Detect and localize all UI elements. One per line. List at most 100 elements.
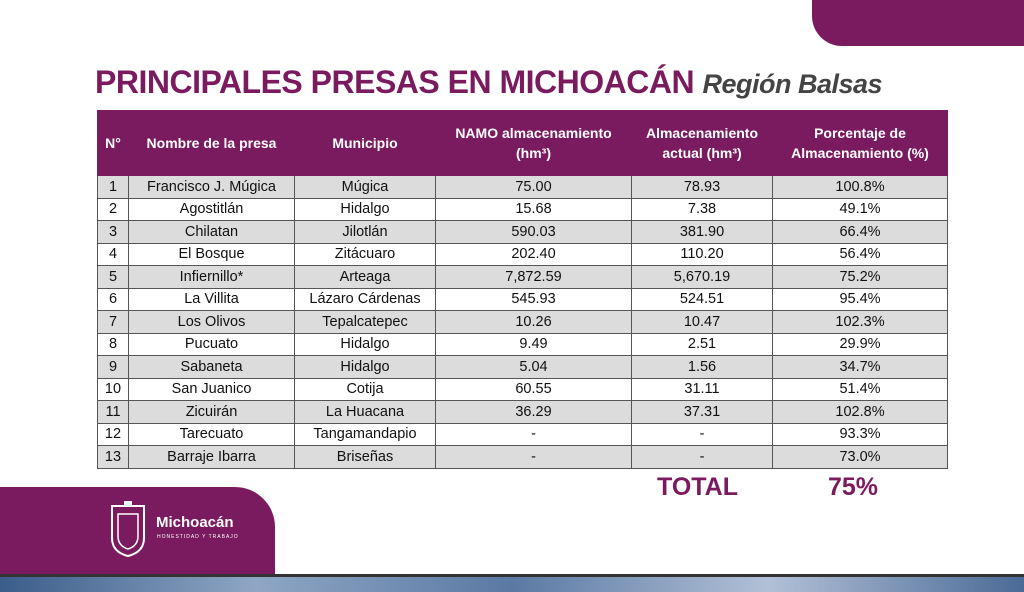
- subtitle: Región Balsas: [702, 69, 883, 99]
- table-row: 13 Barraje Ibarra Briseñas - -73.0%: [97, 445, 948, 469]
- table-cell: El Bosque: [128, 242, 295, 266]
- table-cell: Pucuato: [128, 332, 295, 356]
- table-cell: Tarecuato: [128, 422, 295, 446]
- table-cell: 29.9%: [772, 332, 948, 356]
- table-cell: 15.68: [435, 197, 632, 221]
- table-cell: 36.29: [435, 400, 632, 424]
- table-cell: Briseñas: [294, 445, 436, 469]
- table-cell: Zitácuaro: [294, 242, 436, 266]
- table-cell: 5.04: [435, 355, 632, 379]
- table-cell: Francisco J. Múgica: [128, 175, 295, 199]
- table-cell: 3: [97, 220, 129, 244]
- table-row: 4 El Bosque Zitácuaro 202.40 110.20 56.4%: [97, 242, 948, 266]
- table-cell: Barraje Ibarra: [128, 445, 295, 469]
- table-row: 5 Infiernillo* Arteaga 7,872.59 5,670.19 75.2…: [97, 265, 948, 289]
- table-cell: 7: [97, 310, 129, 334]
- table-cell: Hidalgo: [294, 197, 436, 221]
- table-cell: Tepalcatepec: [294, 310, 436, 334]
- table-cell: Los Olivos: [128, 310, 295, 334]
- table-cell: San Juanico: [128, 377, 295, 401]
- table-cell: 590.03: [435, 220, 632, 244]
- header-row: N° Nombre de la presa Municipio NAMO almace…: [97, 110, 948, 176]
- table-cell: 73.0%: [772, 445, 948, 469]
- table: N° Nombre de la presa Municipio NAMO almace…: [97, 110, 948, 469]
- table-cell: 10.26: [435, 310, 632, 334]
- table-cell: 2.51: [631, 332, 773, 356]
- table-cell: Infiernillo*: [128, 265, 295, 289]
- table-cell: 545.93: [435, 287, 632, 311]
- table-cell: 7,872.59: [435, 265, 632, 289]
- table-cell: Hidalgo: [294, 332, 436, 356]
- table-cell: 78.93: [631, 175, 773, 199]
- table-cell: Zicuirán: [128, 400, 295, 424]
- table-cell: 75.2%: [772, 265, 948, 289]
- table-cell: -: [631, 445, 773, 469]
- logo-name: Michoacán: [156, 514, 234, 531]
- table-cell: Arteaga: [294, 265, 436, 289]
- table-row: 8 Pucuato Hidalgo 9.49 2.51 29.9%: [97, 332, 948, 356]
- bottom-strip: [0, 574, 1024, 592]
- table-cell: 10: [97, 377, 129, 401]
- table-cell: 1.56: [631, 355, 773, 379]
- table-cell: 102.8%: [772, 400, 948, 424]
- table-cell: 10.47: [631, 310, 773, 334]
- table-cell: 2: [97, 197, 129, 221]
- column-header: N°: [97, 110, 129, 176]
- table-cell: La Huacana: [294, 400, 436, 424]
- table-cell: 8: [97, 332, 129, 356]
- table-cell: -: [435, 422, 632, 446]
- table-row: 9 Sabaneta Hidalgo 5.04 1.56 34.7%: [97, 355, 948, 379]
- table-cell: 100.8%: [772, 175, 948, 199]
- table-cell: 66.4%: [772, 220, 948, 244]
- table-cell: 31.11: [631, 377, 773, 401]
- table-cell: 11: [97, 400, 129, 424]
- table-cell: 49.1%: [772, 197, 948, 221]
- column-header: Porcentaje de Almacenamiento (%): [772, 110, 948, 176]
- table-cell: La Villita: [128, 287, 295, 311]
- corner-band: [812, 0, 1024, 46]
- table-cell: -: [435, 445, 632, 469]
- table-cell: Agostitlán: [128, 197, 295, 221]
- total-label: TOTAL: [657, 473, 739, 501]
- table-row: 2 Agostitlán Hidalgo 15.68 7.38 49.1%: [97, 197, 948, 221]
- table-cell: 93.3%: [772, 422, 948, 446]
- table-cell: 381.90: [631, 220, 773, 244]
- table-row: 10 San Juanico Cotija 60.55 31.11 51.4%: [97, 377, 948, 401]
- table-body: 1 Francisco J. Múgica Múgica 75.00 78.93 100.…: [97, 175, 948, 469]
- column-header: NAMO almacenamiento (hm³): [435, 110, 632, 176]
- table-cell: 524.51: [631, 287, 773, 311]
- table-cell: Cotija: [294, 377, 436, 401]
- table-row: 12 Tarecuato Tangamandapio - -93.3%: [97, 422, 948, 446]
- table-row: 7 Los Olivos Tepalcatepec 10.26 10.47 102.3%: [97, 310, 948, 334]
- table-cell: 110.20: [631, 242, 773, 266]
- table-cell: 12: [97, 422, 129, 446]
- table-cell: 95.4%: [772, 287, 948, 311]
- table-cell: Múgica: [294, 175, 436, 199]
- table-cell: 13: [97, 445, 129, 469]
- table-cell: Jilotlán: [294, 220, 436, 244]
- table-cell: Hidalgo: [294, 355, 436, 379]
- table-cell: -: [631, 422, 773, 446]
- total-value: 75%: [828, 473, 879, 501]
- logo-motto: HONESTIDAD Y TRABAJO: [157, 534, 239, 540]
- table-cell: 202.40: [435, 242, 632, 266]
- table-cell: Sabaneta: [128, 355, 295, 379]
- title: PRINCIPALES PRESAS EN MICHOACÁN Región B…: [95, 64, 883, 101]
- table-cell: 1: [97, 175, 129, 199]
- table-cell: Tangamandapio: [294, 422, 436, 446]
- table-cell: 75.00: [435, 175, 632, 199]
- table-row: 6 La Villita Lázaro Cárdenas 545.93 524.51 95…: [97, 287, 948, 311]
- table-cell: 4: [97, 242, 129, 266]
- table-cell: Chilatan: [128, 220, 295, 244]
- column-header: Almacenamiento actual (hm³): [631, 110, 773, 176]
- column-header: Municipio: [294, 110, 436, 176]
- table-cell: 5,670.19: [631, 265, 773, 289]
- table-row: 3 Chilatan Jilotlán 590.03 381.90 66.4%: [97, 220, 948, 244]
- title-text: PRINCIPALES PRESAS EN MICHOACÁN: [95, 64, 695, 100]
- table-cell: 5: [97, 265, 129, 289]
- table-row: 11 Zicuirán La Huacana 36.29 37.31 102.8%: [97, 400, 948, 424]
- table-cell: 37.31: [631, 400, 773, 424]
- table-cell: Lázaro Cárdenas: [294, 287, 436, 311]
- table-cell: 7.38: [631, 197, 773, 221]
